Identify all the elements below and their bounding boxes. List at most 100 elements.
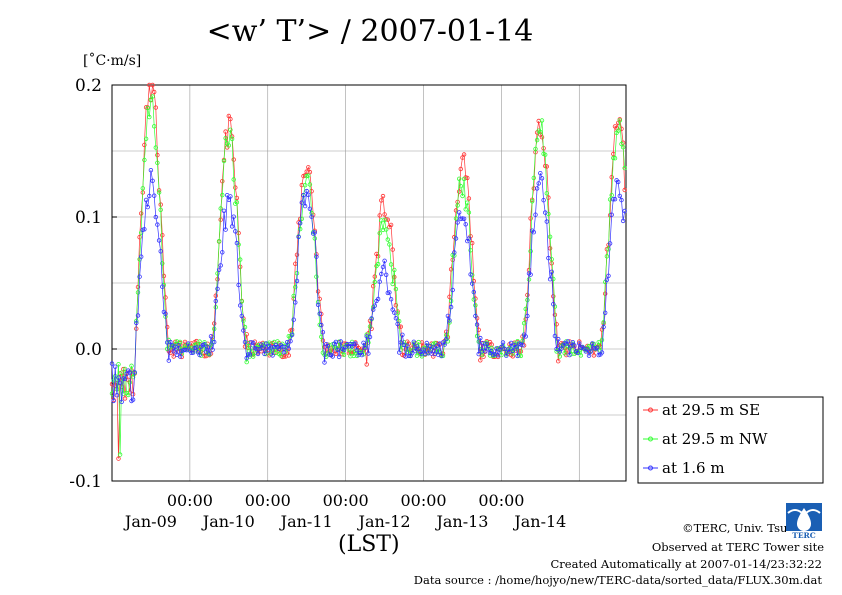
data-point [354,347,360,353]
data-point [333,339,339,345]
data-point [463,207,468,212]
data-point [223,129,228,134]
data-point [622,165,627,171]
data-point [213,293,218,298]
data-point [135,290,141,295]
data-point [241,328,246,333]
data-point [557,354,562,359]
data-point [551,302,556,307]
data-point [145,204,150,210]
data-point [160,261,165,266]
data-point [116,456,121,461]
data-point [155,152,160,158]
data-point [237,303,243,308]
data-point [234,240,240,246]
data-point [611,155,616,161]
data-point [534,186,540,191]
data-point [322,360,327,365]
legend-box [637,396,824,484]
data-point [218,217,223,222]
data-point [406,353,412,359]
data-point [504,353,509,358]
data-point [130,397,136,402]
data-point [142,227,147,232]
legend-swatch-marker [648,436,653,442]
data-point [341,352,347,357]
data-point [484,341,489,347]
data-point [302,203,308,209]
data-point [244,355,249,361]
data-point [603,291,608,296]
data-point [453,216,459,221]
data-point [116,375,121,380]
data-point [315,302,321,307]
data-point [453,236,459,241]
data-point [617,118,622,123]
data-point [565,339,571,344]
data-point [114,393,120,398]
data-point [483,349,488,354]
data-point [500,340,506,345]
data-point [448,267,454,272]
data-point [194,342,199,347]
data-point [314,254,319,259]
data-point [129,363,134,368]
data-point [388,297,394,302]
data-point [112,364,118,369]
data-point [388,262,394,267]
data-point [319,322,324,328]
data-point [237,257,243,262]
data-point [531,175,536,181]
data-point [478,358,483,363]
data-point [463,222,468,227]
data-point [229,224,235,229]
data-point [231,177,236,182]
series-group [109,82,627,461]
data-point [221,158,227,164]
data-point [457,189,462,194]
data-point [398,340,403,345]
data-point [299,200,304,205]
data-point [510,348,515,354]
data-point [549,269,554,274]
data-point [606,246,611,252]
series-1 [109,82,627,461]
data-point [366,340,371,345]
data-point [530,199,535,204]
data-point [160,284,165,289]
data-point [392,274,397,280]
data-point [288,339,293,344]
data-point [546,255,551,261]
data-point [228,194,233,199]
plot-frame [111,84,627,482]
data-point [382,217,387,222]
data-point [611,197,616,202]
data-point [468,272,473,277]
data-point [398,324,403,329]
data-point [372,303,377,308]
x-date-tick-label: Jan-13 [434,512,488,531]
data-point [371,284,376,289]
data-point [278,353,283,358]
data-point [250,340,256,346]
data-point [125,392,131,398]
svg-text:TERC: TERC [792,531,816,539]
data-point [622,208,627,214]
data-point [397,350,402,355]
data-point [153,105,158,110]
data-point [606,273,611,278]
data-point [543,210,548,215]
data-point [431,345,436,350]
data-point [179,354,184,360]
data-point [177,339,183,345]
data-point [246,352,251,357]
data-point [138,211,144,216]
data-point [591,353,597,358]
data-point [612,155,618,161]
data-point [599,337,605,343]
data-point [416,346,421,351]
data-point [525,297,530,303]
data-point [619,126,624,131]
data-point [186,342,191,348]
data-point [315,289,321,294]
